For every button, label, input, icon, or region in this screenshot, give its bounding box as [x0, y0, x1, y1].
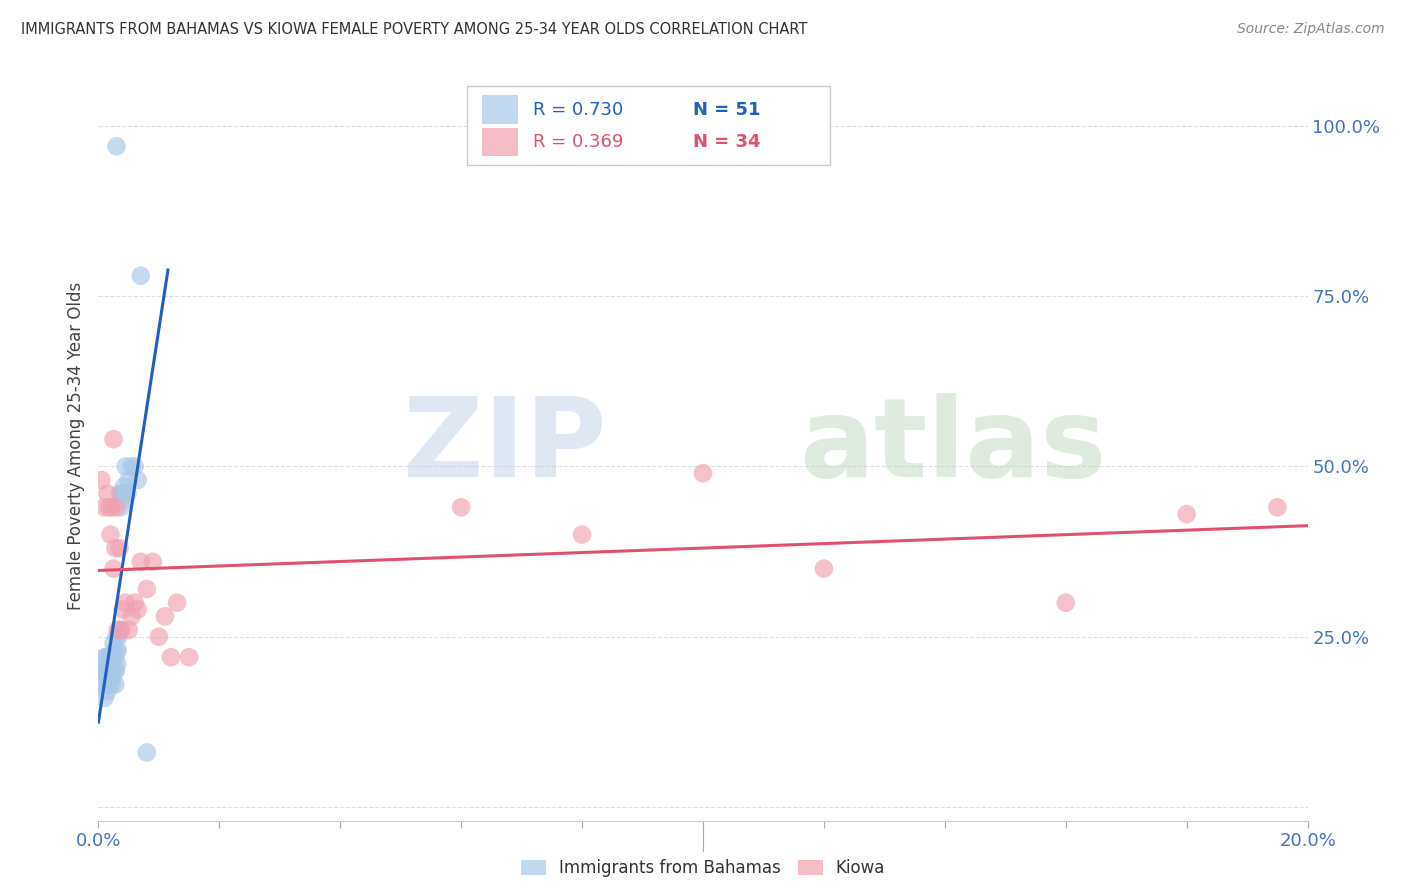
- Point: [571, 527, 593, 541]
- Point: [117, 486, 139, 500]
- FancyBboxPatch shape: [467, 87, 830, 165]
- Text: N = 34: N = 34: [693, 133, 761, 151]
- Point: [90, 473, 112, 487]
- Point: [148, 630, 170, 644]
- Point: [103, 650, 125, 665]
- Point: [107, 630, 129, 644]
- Point: [1054, 596, 1077, 610]
- Point: [105, 500, 128, 515]
- Point: [124, 596, 146, 610]
- Point: [93, 500, 115, 515]
- Point: [124, 459, 146, 474]
- Point: [100, 650, 122, 665]
- Point: [103, 636, 125, 650]
- Point: [127, 602, 149, 616]
- Point: [110, 623, 132, 637]
- Point: [93, 650, 115, 665]
- Point: [179, 650, 201, 665]
- Point: [96, 684, 118, 698]
- Point: [114, 459, 136, 474]
- Point: [111, 602, 134, 616]
- Point: [104, 664, 127, 678]
- Point: [107, 623, 129, 637]
- Point: [103, 561, 125, 575]
- Point: [813, 561, 835, 575]
- Point: [105, 643, 128, 657]
- Point: [135, 582, 157, 596]
- Point: [96, 657, 118, 671]
- Point: [105, 657, 128, 671]
- Point: [104, 677, 127, 691]
- Point: [105, 630, 128, 644]
- Point: [101, 657, 124, 671]
- Point: [90, 664, 112, 678]
- Point: [98, 657, 121, 671]
- Point: [450, 500, 472, 515]
- Text: ZIP: ZIP: [404, 392, 606, 500]
- Point: [105, 139, 128, 153]
- Point: [97, 664, 120, 678]
- Point: [100, 664, 122, 678]
- Point: [166, 596, 188, 610]
- Point: [100, 527, 122, 541]
- Point: [692, 467, 714, 481]
- Point: [93, 691, 115, 706]
- Point: [98, 500, 121, 515]
- Point: [135, 746, 157, 760]
- Point: [127, 473, 149, 487]
- Point: [1267, 500, 1289, 515]
- Point: [160, 650, 183, 665]
- Point: [110, 486, 132, 500]
- Point: [100, 677, 122, 691]
- Point: [1175, 507, 1198, 521]
- Point: [98, 671, 121, 685]
- Point: [129, 268, 152, 283]
- Point: [91, 677, 114, 691]
- Point: [110, 500, 132, 515]
- Text: N = 51: N = 51: [693, 101, 761, 119]
- Point: [108, 541, 131, 556]
- Text: R = 0.730: R = 0.730: [533, 101, 623, 119]
- Point: [96, 664, 118, 678]
- Text: Source: ZipAtlas.com: Source: ZipAtlas.com: [1237, 22, 1385, 37]
- Point: [97, 677, 120, 691]
- Point: [98, 650, 121, 665]
- Bar: [482, 95, 517, 124]
- Point: [153, 609, 176, 624]
- Y-axis label: Female Poverty Among 25-34 Year Olds: Female Poverty Among 25-34 Year Olds: [66, 282, 84, 610]
- Point: [121, 609, 143, 624]
- Point: [129, 555, 152, 569]
- Point: [104, 664, 127, 678]
- Text: IMMIGRANTS FROM BAHAMAS VS KIOWA FEMALE POVERTY AMONG 25-34 YEAR OLDS CORRELATIO: IMMIGRANTS FROM BAHAMAS VS KIOWA FEMALE …: [21, 22, 807, 37]
- Point: [111, 493, 134, 508]
- Point: [112, 480, 135, 494]
- Point: [107, 643, 129, 657]
- Point: [108, 486, 131, 500]
- Point: [112, 486, 135, 500]
- Point: [94, 677, 117, 691]
- Text: R = 0.369: R = 0.369: [533, 133, 623, 151]
- Point: [97, 671, 120, 685]
- Point: [100, 500, 122, 515]
- Point: [96, 650, 118, 665]
- Point: [103, 432, 125, 446]
- Point: [108, 623, 131, 637]
- Point: [104, 541, 127, 556]
- Point: [121, 459, 143, 474]
- Point: [103, 643, 125, 657]
- Point: [101, 664, 124, 678]
- Point: [96, 486, 118, 500]
- Point: [118, 623, 141, 637]
- Point: [114, 596, 136, 610]
- Bar: [482, 128, 517, 156]
- Point: [104, 650, 127, 665]
- Point: [142, 555, 165, 569]
- Point: [93, 664, 115, 678]
- Legend: Immigrants from Bahamas, Kiowa: Immigrants from Bahamas, Kiowa: [515, 853, 891, 884]
- Text: atlas: atlas: [800, 392, 1107, 500]
- Point: [118, 473, 141, 487]
- Point: [100, 664, 122, 678]
- Point: [101, 671, 124, 685]
